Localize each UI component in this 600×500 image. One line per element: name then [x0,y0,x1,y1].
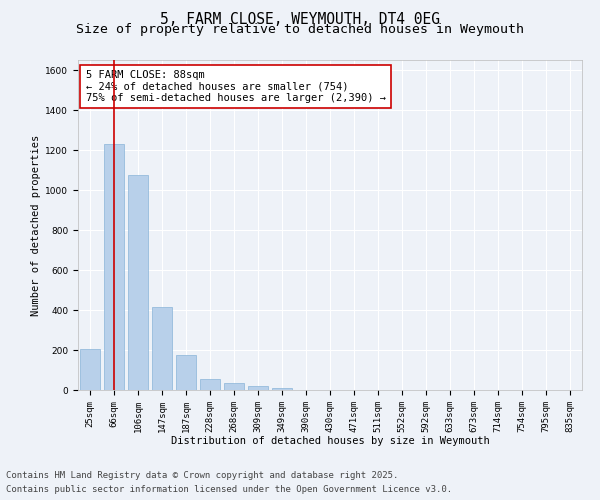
Bar [128,175,148,390]
Text: Contains HM Land Registry data © Crown copyright and database right 2025.: Contains HM Land Registry data © Crown c… [6,470,398,480]
Bar [200,379,220,390]
Y-axis label: Number of detached properties: Number of detached properties [31,134,41,316]
Bar [248,386,268,390]
Text: Contains public sector information licensed under the Open Government Licence v3: Contains public sector information licen… [6,486,452,494]
Text: 5 FARM CLOSE: 88sqm
← 24% of detached houses are smaller (754)
75% of semi-detac: 5 FARM CLOSE: 88sqm ← 24% of detached ho… [86,70,386,103]
Text: Size of property relative to detached houses in Weymouth: Size of property relative to detached ho… [76,22,524,36]
Bar [104,144,124,390]
Bar [176,355,196,390]
X-axis label: Distribution of detached houses by size in Weymouth: Distribution of detached houses by size … [170,436,490,446]
Bar [224,383,244,390]
Bar [80,349,100,390]
Bar [272,388,292,390]
Bar [152,307,172,390]
Text: 5, FARM CLOSE, WEYMOUTH, DT4 0EG: 5, FARM CLOSE, WEYMOUTH, DT4 0EG [160,12,440,28]
